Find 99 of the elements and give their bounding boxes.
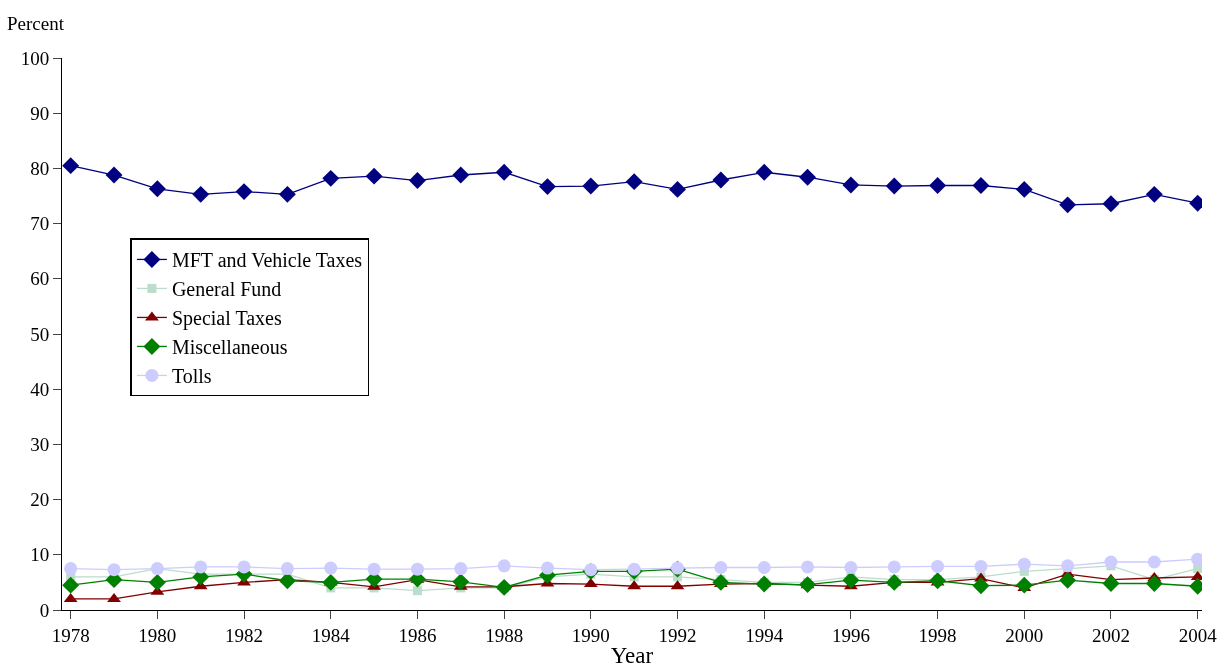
y-tick-label: 100	[20, 47, 50, 69]
point	[1104, 555, 1118, 569]
point	[972, 177, 990, 194]
point	[669, 180, 686, 198]
point	[627, 562, 641, 576]
x-tick-label: 1992	[658, 624, 697, 646]
point	[452, 573, 470, 591]
point	[801, 560, 815, 574]
point	[454, 562, 468, 576]
y-tick-label: 60	[30, 268, 50, 290]
point	[497, 559, 511, 573]
x-tick-label: 1998	[918, 624, 957, 646]
point	[714, 561, 728, 574]
point	[367, 562, 381, 576]
point	[107, 563, 121, 577]
point	[844, 561, 858, 574]
point	[887, 560, 901, 574]
point	[1059, 571, 1077, 589]
point	[755, 575, 773, 593]
y-tick-label: 10	[30, 544, 50, 566]
point	[885, 573, 903, 591]
point	[192, 185, 210, 203]
point	[1017, 557, 1031, 571]
point	[931, 559, 945, 573]
point	[322, 573, 340, 591]
point	[64, 562, 78, 576]
legend-label: Special Taxes	[171, 307, 282, 331]
point	[107, 592, 121, 602]
x-tick-label: 1994	[745, 624, 784, 646]
y-tick-label: 20	[30, 489, 50, 511]
point	[324, 561, 338, 575]
x-tick-label: 2002	[1091, 624, 1130, 646]
point	[278, 572, 296, 590]
x-axis-title: Year	[610, 643, 654, 668]
point	[1145, 575, 1163, 592]
point	[582, 177, 600, 195]
point	[1102, 195, 1120, 213]
point	[799, 168, 816, 186]
legend-label: MFT and Vehicle Taxes	[171, 249, 363, 272]
x-tick-label: 2004	[1178, 624, 1218, 646]
point	[540, 561, 554, 575]
point	[1147, 555, 1161, 569]
point	[1145, 185, 1163, 203]
point	[412, 586, 422, 596]
x-tick-label: 1996	[831, 624, 870, 646]
point	[625, 173, 643, 191]
point	[1061, 559, 1075, 573]
point	[105, 166, 123, 184]
y-axis-title: Percent	[7, 13, 65, 34]
legend-label: Tolls	[171, 365, 212, 388]
point	[1059, 196, 1077, 214]
point	[929, 177, 947, 194]
point	[1015, 180, 1033, 198]
y-tick-label: 80	[30, 158, 50, 180]
point	[974, 559, 988, 573]
point	[842, 571, 860, 589]
y-tick-label: 70	[30, 213, 50, 235]
point	[194, 560, 208, 574]
x-tick-label: 2000	[1005, 624, 1044, 646]
x-tick-label: 1982	[225, 624, 264, 646]
point	[365, 167, 383, 185]
x-tick-label: 1980	[138, 624, 177, 646]
y-tick-label: 0	[39, 599, 50, 621]
point	[322, 169, 340, 187]
x-tick-label: 1984	[311, 624, 351, 646]
point	[237, 560, 251, 574]
point	[278, 185, 296, 203]
point	[452, 166, 470, 184]
point	[755, 163, 773, 181]
point	[972, 577, 990, 595]
point	[235, 183, 253, 201]
y-tick-label: 30	[30, 434, 50, 456]
point	[62, 157, 80, 175]
point	[1015, 576, 1033, 594]
point	[1102, 575, 1120, 592]
x-tick-label: 1978	[51, 624, 90, 646]
legend-label: General Fund	[171, 278, 282, 301]
x-tick-label: 1986	[398, 624, 437, 646]
point	[148, 180, 166, 198]
point	[280, 562, 294, 576]
point	[539, 178, 556, 196]
point	[495, 163, 513, 181]
point	[148, 573, 166, 591]
point	[410, 562, 424, 576]
point	[495, 578, 513, 596]
x-tick-label: 1988	[485, 624, 524, 646]
legend-label: Miscellaneous	[171, 336, 288, 359]
y-tick-label: 40	[30, 378, 50, 400]
point	[799, 576, 816, 594]
y-tick-label: 90	[30, 102, 50, 124]
point	[62, 576, 80, 594]
point	[929, 572, 947, 590]
x-tick-label: 1990	[571, 624, 610, 646]
point	[408, 172, 426, 189]
point	[885, 177, 903, 195]
point	[757, 561, 771, 574]
y-tick-label: 50	[30, 323, 50, 345]
point	[712, 171, 730, 189]
point	[842, 176, 860, 194]
